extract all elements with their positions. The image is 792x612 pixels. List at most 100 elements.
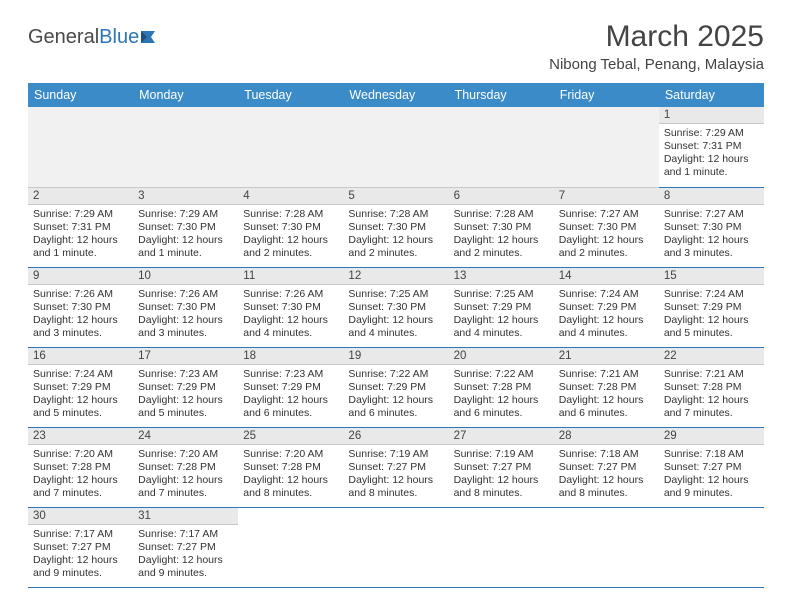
sunrise-text: Sunrise: 7:17 AM: [33, 528, 128, 541]
calendar-cell: [554, 107, 659, 187]
daylight-text: Daylight: 12 hours and 9 minutes.: [664, 474, 759, 500]
calendar-cell: 25Sunrise: 7:20 AMSunset: 7:28 PMDayligh…: [238, 427, 343, 507]
day-number: 18: [238, 348, 343, 365]
calendar-cell: 12Sunrise: 7:25 AMSunset: 7:30 PMDayligh…: [343, 267, 448, 347]
calendar-cell: [238, 107, 343, 187]
location-text: Nibong Tebal, Penang, Malaysia: [549, 56, 764, 73]
day-number: 13: [449, 268, 554, 285]
day-number: 17: [133, 348, 238, 365]
sunrise-text: Sunrise: 7:24 AM: [664, 288, 759, 301]
calendar-cell: 18Sunrise: 7:23 AMSunset: 7:29 PMDayligh…: [238, 347, 343, 427]
sunrise-text: Sunrise: 7:19 AM: [454, 448, 549, 461]
sunrise-text: Sunrise: 7:27 AM: [664, 208, 759, 221]
calendar-cell: [554, 507, 659, 587]
day-header: Friday: [554, 83, 659, 107]
day-details: Sunrise: 7:29 AMSunset: 7:31 PMDaylight:…: [659, 124, 764, 184]
daylight-text: Daylight: 12 hours and 6 minutes.: [559, 394, 654, 420]
calendar-cell: [133, 107, 238, 187]
day-number: 20: [449, 348, 554, 365]
sunrise-text: Sunrise: 7:19 AM: [348, 448, 443, 461]
calendar-cell: 16Sunrise: 7:24 AMSunset: 7:29 PMDayligh…: [28, 347, 133, 427]
calendar-row: 1Sunrise: 7:29 AMSunset: 7:31 PMDaylight…: [28, 107, 764, 187]
daylight-text: Daylight: 12 hours and 8 minutes.: [348, 474, 443, 500]
sunrise-text: Sunrise: 7:18 AM: [559, 448, 654, 461]
day-details: Sunrise: 7:24 AMSunset: 7:29 PMDaylight:…: [659, 285, 764, 345]
sunset-text: Sunset: 7:27 PM: [33, 541, 128, 554]
calendar-cell: 29Sunrise: 7:18 AMSunset: 7:27 PMDayligh…: [659, 427, 764, 507]
sunset-text: Sunset: 7:29 PM: [664, 301, 759, 314]
logo-text-blue: Blue: [99, 26, 139, 49]
sunrise-text: Sunrise: 7:26 AM: [243, 288, 338, 301]
day-details: Sunrise: 7:27 AMSunset: 7:30 PMDaylight:…: [554, 205, 659, 265]
calendar-cell: 19Sunrise: 7:22 AMSunset: 7:29 PMDayligh…: [343, 347, 448, 427]
day-details: Sunrise: 7:24 AMSunset: 7:29 PMDaylight:…: [28, 365, 133, 425]
day-number: 11: [238, 268, 343, 285]
calendar-row: 2Sunrise: 7:29 AMSunset: 7:31 PMDaylight…: [28, 187, 764, 267]
daylight-text: Daylight: 12 hours and 9 minutes.: [138, 554, 233, 580]
calendar-cell: 2Sunrise: 7:29 AMSunset: 7:31 PMDaylight…: [28, 187, 133, 267]
daylight-text: Daylight: 12 hours and 8 minutes.: [243, 474, 338, 500]
sunset-text: Sunset: 7:30 PM: [664, 221, 759, 234]
calendar-cell: 15Sunrise: 7:24 AMSunset: 7:29 PMDayligh…: [659, 267, 764, 347]
sunrise-text: Sunrise: 7:28 AM: [243, 208, 338, 221]
calendar-cell: 10Sunrise: 7:26 AMSunset: 7:30 PMDayligh…: [133, 267, 238, 347]
day-number: 1: [659, 107, 764, 124]
day-number: 3: [133, 188, 238, 205]
calendar-cell: 20Sunrise: 7:22 AMSunset: 7:28 PMDayligh…: [449, 347, 554, 427]
daylight-text: Daylight: 12 hours and 4 minutes.: [243, 314, 338, 340]
day-details: Sunrise: 7:22 AMSunset: 7:28 PMDaylight:…: [449, 365, 554, 425]
sunset-text: Sunset: 7:27 PM: [454, 461, 549, 474]
calendar-cell: 27Sunrise: 7:19 AMSunset: 7:27 PMDayligh…: [449, 427, 554, 507]
day-details: Sunrise: 7:23 AMSunset: 7:29 PMDaylight:…: [238, 365, 343, 425]
sunrise-text: Sunrise: 7:27 AM: [559, 208, 654, 221]
day-details: Sunrise: 7:20 AMSunset: 7:28 PMDaylight:…: [28, 445, 133, 505]
sunrise-text: Sunrise: 7:24 AM: [559, 288, 654, 301]
day-details: Sunrise: 7:26 AMSunset: 7:30 PMDaylight:…: [238, 285, 343, 345]
daylight-text: Daylight: 12 hours and 5 minutes.: [664, 314, 759, 340]
sunset-text: Sunset: 7:30 PM: [348, 221, 443, 234]
calendar-page: GeneralBlue March 2025 Nibong Tebal, Pen…: [0, 0, 792, 598]
calendar-row: 16Sunrise: 7:24 AMSunset: 7:29 PMDayligh…: [28, 347, 764, 427]
calendar-cell: [659, 507, 764, 587]
sunset-text: Sunset: 7:28 PM: [559, 381, 654, 394]
calendar-cell: 4Sunrise: 7:28 AMSunset: 7:30 PMDaylight…: [238, 187, 343, 267]
calendar-row: 30Sunrise: 7:17 AMSunset: 7:27 PMDayligh…: [28, 507, 764, 587]
day-header-row: Sunday Monday Tuesday Wednesday Thursday…: [28, 83, 764, 107]
sunset-text: Sunset: 7:31 PM: [664, 140, 759, 153]
sunset-text: Sunset: 7:29 PM: [454, 301, 549, 314]
day-header: Saturday: [659, 83, 764, 107]
day-number: 25: [238, 428, 343, 445]
sunrise-text: Sunrise: 7:29 AM: [138, 208, 233, 221]
sunset-text: Sunset: 7:28 PM: [33, 461, 128, 474]
daylight-text: Daylight: 12 hours and 4 minutes.: [559, 314, 654, 340]
calendar-cell: 3Sunrise: 7:29 AMSunset: 7:30 PMDaylight…: [133, 187, 238, 267]
day-details: Sunrise: 7:19 AMSunset: 7:27 PMDaylight:…: [449, 445, 554, 505]
logo-flag-icon: [141, 29, 163, 45]
sunrise-text: Sunrise: 7:20 AM: [138, 448, 233, 461]
sunrise-text: Sunrise: 7:26 AM: [138, 288, 233, 301]
daylight-text: Daylight: 12 hours and 5 minutes.: [138, 394, 233, 420]
daylight-text: Daylight: 12 hours and 1 minute.: [33, 234, 128, 260]
calendar-cell: [343, 107, 448, 187]
daylight-text: Daylight: 12 hours and 9 minutes.: [33, 554, 128, 580]
day-details: Sunrise: 7:18 AMSunset: 7:27 PMDaylight:…: [554, 445, 659, 505]
day-details: Sunrise: 7:29 AMSunset: 7:31 PMDaylight:…: [28, 205, 133, 265]
calendar-cell: 21Sunrise: 7:21 AMSunset: 7:28 PMDayligh…: [554, 347, 659, 427]
calendar-cell: 22Sunrise: 7:21 AMSunset: 7:28 PMDayligh…: [659, 347, 764, 427]
daylight-text: Daylight: 12 hours and 2 minutes.: [559, 234, 654, 260]
calendar-cell: 30Sunrise: 7:17 AMSunset: 7:27 PMDayligh…: [28, 507, 133, 587]
calendar-cell: 28Sunrise: 7:18 AMSunset: 7:27 PMDayligh…: [554, 427, 659, 507]
day-header: Monday: [133, 83, 238, 107]
sunrise-text: Sunrise: 7:22 AM: [454, 368, 549, 381]
day-number: 16: [28, 348, 133, 365]
day-details: Sunrise: 7:28 AMSunset: 7:30 PMDaylight:…: [449, 205, 554, 265]
day-number: 19: [343, 348, 448, 365]
sunrise-text: Sunrise: 7:21 AM: [559, 368, 654, 381]
calendar-cell: 13Sunrise: 7:25 AMSunset: 7:29 PMDayligh…: [449, 267, 554, 347]
day-number: 9: [28, 268, 133, 285]
sunrise-text: Sunrise: 7:17 AM: [138, 528, 233, 541]
calendar-cell: 11Sunrise: 7:26 AMSunset: 7:30 PMDayligh…: [238, 267, 343, 347]
sunrise-text: Sunrise: 7:23 AM: [138, 368, 233, 381]
month-title: March 2025: [549, 20, 764, 54]
sunrise-text: Sunrise: 7:20 AM: [33, 448, 128, 461]
